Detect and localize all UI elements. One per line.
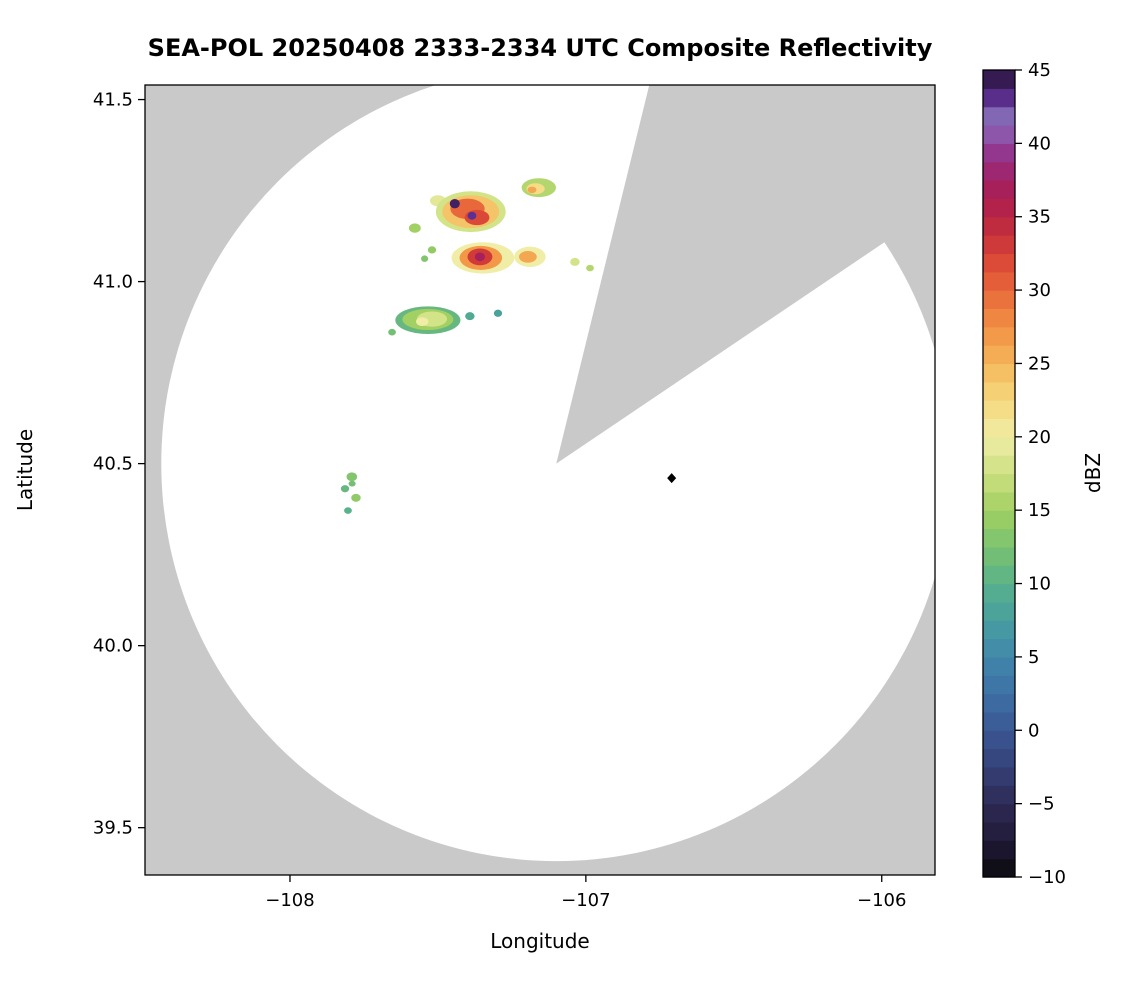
y-tick-label: 39.5 bbox=[93, 818, 133, 839]
y-tick-label: 40.0 bbox=[93, 636, 133, 657]
colorbar-swatch bbox=[983, 326, 1015, 346]
radar-echo bbox=[351, 493, 361, 502]
colorbar-swatch bbox=[983, 840, 1015, 860]
colorbar-tick-label: 0 bbox=[1028, 720, 1039, 741]
colorbar-swatch bbox=[983, 748, 1015, 768]
colorbar-tick-label: 5 bbox=[1028, 647, 1039, 668]
colorbar-swatch bbox=[983, 546, 1015, 566]
colorbar-tick-label: 30 bbox=[1028, 280, 1051, 301]
radar-echo bbox=[344, 507, 352, 514]
colorbar-swatch bbox=[983, 583, 1015, 603]
colorbar-swatch bbox=[983, 88, 1015, 108]
colorbar-swatch bbox=[983, 565, 1015, 585]
y-tick-label: 41.0 bbox=[93, 272, 133, 293]
x-tick-label: −107 bbox=[561, 890, 610, 911]
colorbar-swatch bbox=[983, 381, 1015, 401]
y-tick-label: 40.5 bbox=[93, 454, 133, 475]
colorbar-swatch bbox=[983, 473, 1015, 493]
radar-echo bbox=[427, 246, 437, 254]
plot-clipped-layer bbox=[145, 85, 935, 875]
colorbar-swatch bbox=[983, 601, 1015, 621]
plot-layer: −108 −107 −106 39.5 40.0 40.5 41.0 41.5 bbox=[93, 84, 936, 911]
radar-echo bbox=[416, 317, 429, 327]
colorbar-swatch bbox=[983, 675, 1015, 695]
radar-echo bbox=[348, 480, 356, 487]
colorbar-swatch bbox=[983, 235, 1015, 255]
colorbar-tick-label: 35 bbox=[1028, 207, 1051, 228]
x-tick-label: −106 bbox=[857, 890, 906, 911]
colorbar-swatch bbox=[983, 106, 1015, 126]
colorbar-swatch bbox=[983, 161, 1015, 181]
colorbar-swatch bbox=[983, 271, 1015, 291]
colorbar-swatch bbox=[983, 858, 1015, 878]
radar-echo bbox=[346, 472, 358, 482]
colorbar-swatch bbox=[983, 308, 1015, 328]
colorbar-label: dBZ bbox=[1081, 453, 1105, 493]
colorbar-swatch bbox=[983, 180, 1015, 199]
radar-echo bbox=[467, 211, 477, 220]
radar-echo bbox=[493, 309, 503, 317]
y-axis-label: Latitude bbox=[13, 429, 37, 511]
colorbar-tick-label: 20 bbox=[1028, 427, 1051, 448]
radar-echo bbox=[518, 251, 537, 263]
colorbar-swatch bbox=[983, 418, 1015, 438]
blanked-sector bbox=[556, 85, 935, 464]
colorbar-tick-label: −5 bbox=[1028, 794, 1055, 815]
colorbar-swatch bbox=[983, 638, 1015, 658]
colorbar-swatch bbox=[983, 693, 1015, 713]
colorbar-swatch bbox=[983, 821, 1015, 841]
radar-echo bbox=[408, 223, 421, 233]
radar-echo bbox=[340, 485, 350, 493]
chart-title: SEA-POL 20250408 2333-2334 UTC Composite… bbox=[148, 34, 933, 62]
colorbar-swatch bbox=[983, 528, 1015, 548]
colorbar-swatch bbox=[983, 253, 1015, 273]
colorbar-tick-label: 15 bbox=[1028, 500, 1051, 521]
colorbar-swatch bbox=[983, 730, 1015, 750]
plot-border bbox=[144, 84, 936, 876]
x-tick-label: −108 bbox=[265, 890, 314, 911]
radar-echo bbox=[449, 198, 460, 209]
colorbar-swatch bbox=[983, 656, 1015, 676]
colorbar-swatch bbox=[983, 491, 1015, 511]
x-axis-label: Longitude bbox=[490, 929, 589, 953]
radar-echo bbox=[421, 255, 429, 262]
colorbar-swatch bbox=[983, 766, 1015, 786]
colorbar-swatch bbox=[983, 436, 1015, 456]
y-tick-label: 41.5 bbox=[93, 90, 133, 111]
colorbar-swatch bbox=[983, 198, 1015, 218]
site-marker bbox=[667, 473, 677, 484]
colorbar-tick-label: 25 bbox=[1028, 353, 1051, 374]
colorbar-swatch bbox=[983, 70, 1015, 89]
colorbar-swatch bbox=[983, 803, 1015, 823]
colorbar-swatch bbox=[983, 345, 1015, 365]
colorbar-swatch bbox=[983, 785, 1015, 805]
colorbar-swatch bbox=[983, 363, 1015, 383]
colorbar-swatch bbox=[983, 290, 1015, 310]
colorbar-tick-label: 10 bbox=[1028, 574, 1051, 595]
colorbar-swatch bbox=[983, 510, 1015, 530]
radar-echo bbox=[570, 257, 580, 266]
colorbar-tick-label: −10 bbox=[1028, 867, 1066, 888]
colorbar-tick-label: 45 bbox=[1028, 60, 1051, 81]
colorbar-layer: −10 −5 0 5 10 15 20 25 30 35 40 45 bbox=[982, 60, 1066, 888]
colorbar-tick-label: 40 bbox=[1028, 133, 1051, 154]
colorbar-swatch bbox=[983, 216, 1015, 236]
colorbar-swatch bbox=[983, 455, 1015, 475]
radar-echo bbox=[465, 312, 475, 321]
colorbar-swatch bbox=[983, 400, 1015, 420]
colorbar-border bbox=[982, 69, 1016, 878]
colorbar-swatch bbox=[983, 711, 1015, 731]
radar-echo bbox=[527, 186, 537, 194]
colorbar-swatch bbox=[983, 143, 1015, 163]
radar-echo bbox=[388, 328, 396, 336]
colorbar-swatch bbox=[983, 125, 1015, 144]
radar-echo bbox=[474, 252, 485, 262]
radar-echo bbox=[586, 264, 594, 272]
colorbar-swatch bbox=[983, 620, 1015, 640]
